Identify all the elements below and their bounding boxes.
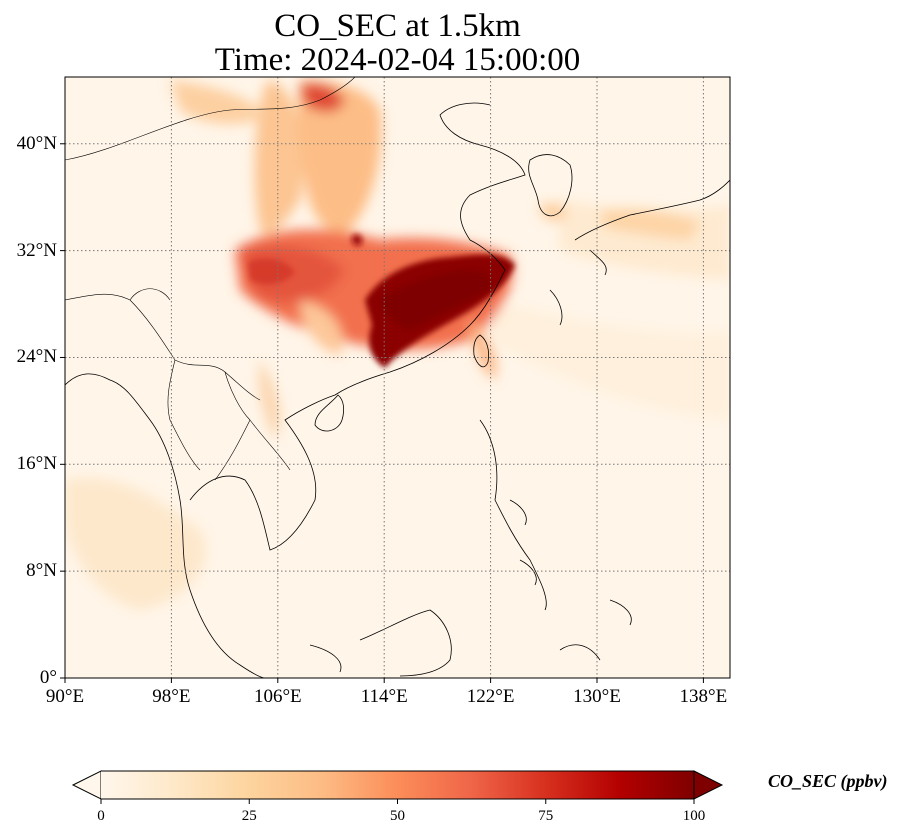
border-lines-indochina xyxy=(129,288,291,481)
y-tick-label: 24°N xyxy=(16,346,57,368)
y-tick-label: 40°N xyxy=(16,132,57,154)
border-lines xyxy=(65,293,261,401)
coastline-china xyxy=(189,102,526,551)
y-tick-label: 8°N xyxy=(26,560,57,582)
plot-title-variable: CO_SEC at 1.5km xyxy=(274,8,521,44)
coastline-mainland-sea xyxy=(65,373,266,678)
coastline-korea xyxy=(528,154,573,217)
y-tick-marks xyxy=(60,143,65,679)
x-tick-label: 114°E xyxy=(360,686,408,707)
colorbar-tick-label: 75 xyxy=(538,808,554,824)
colorbar-tick-label: 25 xyxy=(241,808,257,824)
colorbar xyxy=(71,770,724,804)
x-tick-marks xyxy=(64,678,704,683)
y-tick-label: 0° xyxy=(39,667,57,688)
colorbar-tick-label: 100 xyxy=(682,808,706,824)
coastline-eastern-islands xyxy=(559,599,632,661)
x-tick-label: 106°E xyxy=(253,686,302,707)
colorbar-extend-min xyxy=(71,770,102,800)
colorbar-extend-max xyxy=(693,770,724,800)
coastline-taiwan xyxy=(473,334,489,368)
colorbar-tick-label: 0 xyxy=(97,808,105,824)
colorbar-bar xyxy=(101,771,694,799)
map-frame xyxy=(64,76,731,679)
coastline-japan xyxy=(549,179,730,326)
plot-title-time: Time: 2024-02-04 15:00:00 xyxy=(214,42,581,78)
coastline-hainan xyxy=(314,394,345,432)
y-tick-label: 32°N xyxy=(16,239,57,261)
x-tick-label: 98°E xyxy=(152,686,191,707)
y-tick-label: 16°N xyxy=(16,453,57,475)
x-tick-label: 130°E xyxy=(573,686,621,707)
coastline-borneo xyxy=(309,609,452,677)
colorbar-tick-marks xyxy=(100,799,695,804)
colorbar-title: CO_SEC (ppbv) xyxy=(768,771,888,791)
coastline-philippines xyxy=(479,419,547,611)
x-tick-label: 90°E xyxy=(45,686,85,707)
gridlines xyxy=(65,77,730,678)
x-tick-label: 122°E xyxy=(466,686,515,707)
concentration-field xyxy=(65,77,730,678)
coastlines xyxy=(65,77,730,678)
x-tick-label: 138°E xyxy=(679,686,728,707)
colorbar-tick-label: 50 xyxy=(390,808,405,824)
border-north xyxy=(65,77,356,161)
